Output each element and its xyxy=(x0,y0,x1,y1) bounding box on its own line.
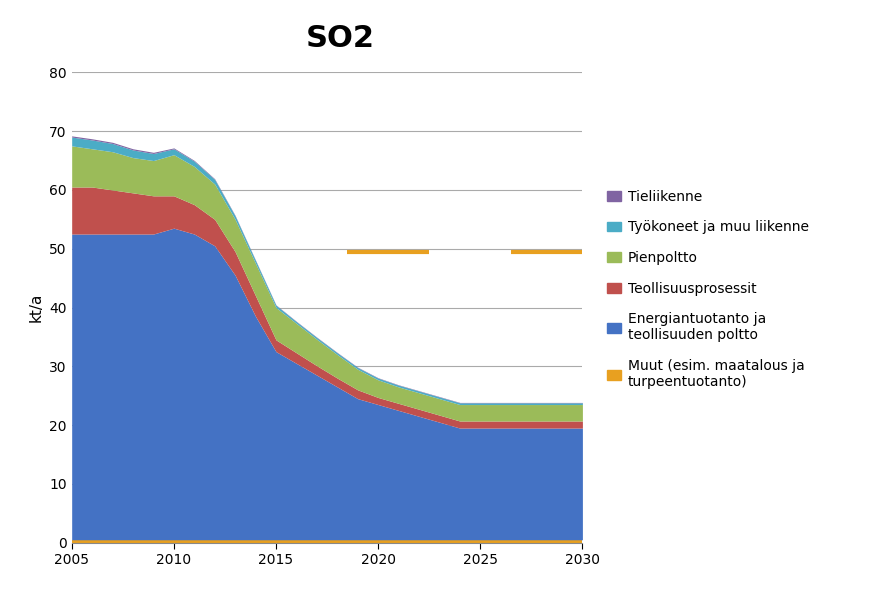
Y-axis label: kt/a: kt/a xyxy=(29,293,44,322)
Legend: Tieliikenne, Työkoneet ja muu liikenne, Pienpoltto, Teollisuusprosessit, Energia: Tieliikenne, Työkoneet ja muu liikenne, … xyxy=(607,189,809,390)
Text: SO2: SO2 xyxy=(306,24,375,53)
